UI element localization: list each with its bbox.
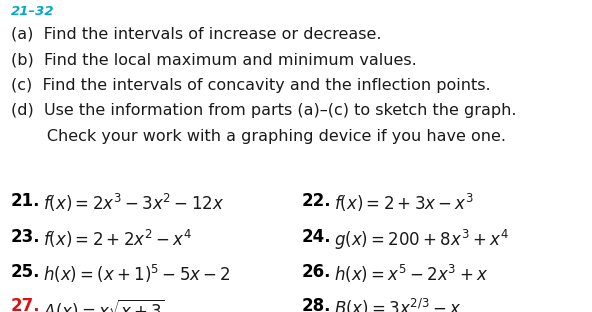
Text: 26.: 26. xyxy=(302,263,332,281)
Text: 24.: 24. xyxy=(302,228,332,246)
Text: $A(x) = x\sqrt{x + 3}$: $A(x) = x\sqrt{x + 3}$ xyxy=(43,297,165,312)
Text: $f(x) = 2 + 3x - x^3$: $f(x) = 2 + 3x - x^3$ xyxy=(334,192,475,214)
Text: 21.: 21. xyxy=(11,192,40,210)
Text: $f(x) = 2 + 2x^2 - x^4$: $f(x) = 2 + 2x^2 - x^4$ xyxy=(43,228,192,250)
Text: (a)  Find the intervals of increase or decrease.: (a) Find the intervals of increase or de… xyxy=(11,27,381,41)
Text: $h(x) = x^5 - 2x^3 + x$: $h(x) = x^5 - 2x^3 + x$ xyxy=(334,263,489,285)
Text: 23.: 23. xyxy=(11,228,40,246)
Text: 25.: 25. xyxy=(11,263,40,281)
Text: 28.: 28. xyxy=(302,297,332,312)
Text: (c)  Find the intervals of concavity and the inflection points.: (c) Find the intervals of concavity and … xyxy=(11,78,490,93)
Text: 22.: 22. xyxy=(302,192,332,210)
Text: $f(x) = 2x^3 - 3x^2 - 12x$: $f(x) = 2x^3 - 3x^2 - 12x$ xyxy=(43,192,224,214)
Text: $g(x) = 200 + 8x^3 + x^4$: $g(x) = 200 + 8x^3 + x^4$ xyxy=(334,228,509,252)
Text: (d)  Use the information from parts (a)–(c) to sketch the graph.: (d) Use the information from parts (a)–(… xyxy=(11,103,516,118)
Text: (b)  Find the local maximum and minimum values.: (b) Find the local maximum and minimum v… xyxy=(11,52,416,67)
Text: $h(x) = (x + 1)^5 - 5x - 2$: $h(x) = (x + 1)^5 - 5x - 2$ xyxy=(43,263,231,285)
Text: 27.: 27. xyxy=(11,297,40,312)
Text: $B(x) = 3x^{2/3} - x$: $B(x) = 3x^{2/3} - x$ xyxy=(334,297,462,312)
Text: 21–32: 21–32 xyxy=(11,5,54,18)
Text: Check your work with a graphing device if you have one.: Check your work with a graphing device i… xyxy=(11,129,506,144)
